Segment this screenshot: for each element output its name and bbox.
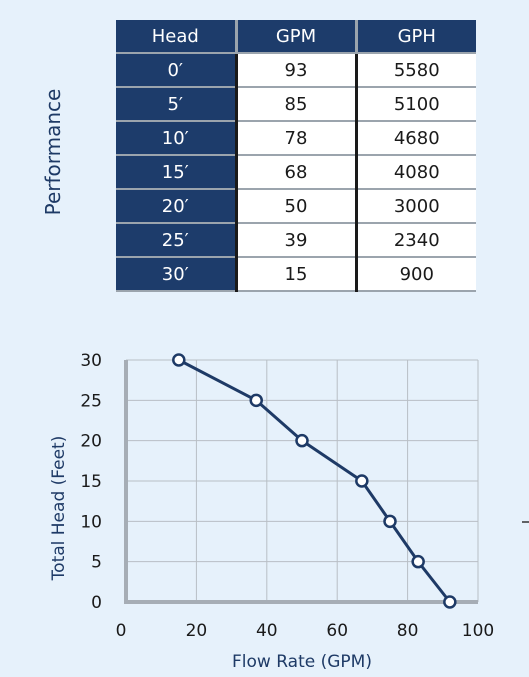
gph-cell: 2340 (356, 223, 476, 258)
head-cell: 20′ (116, 189, 238, 224)
data-point (443, 595, 457, 609)
table-row: 5′ 85 5100 (116, 87, 476, 122)
head-cell: 30′ (116, 257, 238, 292)
x-tick-label: 80 (397, 621, 419, 641)
head-cell: 10′ (116, 121, 238, 156)
gpm-cell: 78 (236, 121, 358, 156)
x-tick-label: 100 (462, 621, 494, 641)
table-row: 30′ 15 900 (116, 257, 476, 292)
x-tick-label: 60 (326, 621, 348, 641)
table-row: 10′ 78 4680 (116, 121, 476, 156)
table-row: 15′ 68 4080 (116, 155, 476, 190)
head-cell: 15′ (116, 155, 238, 190)
data-point (411, 554, 425, 569)
y-tick-label: 5 (91, 553, 102, 573)
x-axis-label: Flow Rate (GPM) (232, 652, 372, 672)
head-cell: 0′ (116, 53, 238, 88)
gph-cell: 5580 (356, 53, 476, 88)
y-tick-label: 15 (80, 472, 102, 492)
y-tick-label: 20 (80, 432, 102, 452)
x-tick-label: 0 (116, 621, 127, 641)
data-point (355, 474, 369, 488)
data-point (172, 353, 186, 367)
gph-cell: 3000 (356, 189, 476, 224)
performance-table: Head GPM GPH 0′ 93 5580 5′ 85 5100 10′ 78 4680 15… (116, 20, 476, 292)
header-gpm: GPM (236, 20, 358, 54)
table-row: 20′ 50 3000 (116, 189, 476, 224)
y-tick-label: 0 (91, 593, 102, 613)
y-axis-label: Total Head (Feet) (49, 436, 69, 582)
gpm-cell: 68 (236, 155, 358, 190)
data-point (249, 393, 263, 408)
gpm-cell: 50 (236, 189, 358, 224)
gph-cell: 5100 (356, 87, 476, 122)
head-cell: 5′ (116, 87, 238, 122)
gpm-cell: 93 (236, 53, 358, 88)
x-tick-label: 20 (186, 621, 208, 641)
gpm-cell: 85 (236, 87, 358, 122)
y-tick-label: 30 (80, 351, 102, 371)
gpm-cell: 39 (236, 223, 358, 258)
gpm-cell: 15 (236, 257, 358, 292)
header-head: Head (116, 20, 238, 54)
y-tick-label: 25 (80, 391, 102, 411)
table-row: 25′ 39 2340 (116, 223, 476, 258)
gph-cell: 4080 (356, 155, 476, 190)
table-header-row: Head GPM GPH (116, 20, 476, 54)
table-row: 0′ 93 5580 (116, 53, 476, 88)
data-point (383, 514, 397, 529)
head-cell: 25′ (116, 223, 238, 258)
y-tick-label: 10 (80, 512, 102, 532)
gph-cell: 900 (356, 257, 476, 292)
gph-cell: 4680 (356, 121, 476, 156)
header-gph: GPH (356, 20, 476, 54)
x-tick-label: 40 (256, 621, 278, 641)
data-point (295, 433, 309, 448)
